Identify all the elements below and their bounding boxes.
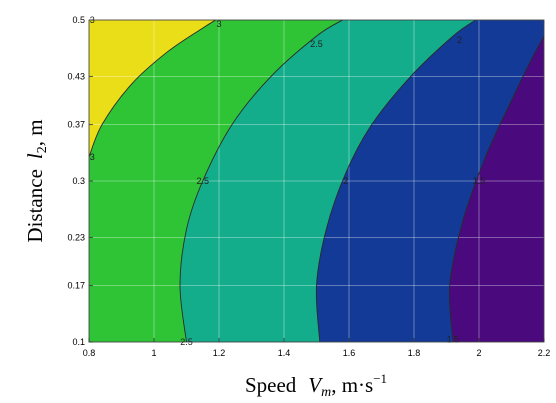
contour-label: 2 [343, 176, 348, 186]
y-tick-label: 0.37 [67, 120, 85, 130]
x-tick-label: 2 [476, 348, 481, 358]
contour-label: 1.5 [473, 176, 486, 186]
x-tick-label: 1.4 [278, 348, 291, 358]
y-tick-label: 0.23 [67, 232, 85, 242]
contour-label: 2.5 [196, 176, 209, 186]
x-axis-title: Speed Vm, m·s−1 [245, 371, 387, 400]
x-tick-label: 2.2 [538, 348, 551, 358]
y-tick-label: 0.1 [72, 337, 85, 347]
x-tick-label: 1.6 [343, 348, 356, 358]
x-tick-label: 1.2 [213, 348, 226, 358]
contour-label: 3 [216, 19, 221, 29]
x-axis-ticks: 0.8 1 1.2 1.4 1.6 1.8 2 2.2 [83, 338, 551, 358]
region-2.5-3 [89, 20, 343, 342]
y-tick-label: 0.3 [72, 176, 85, 186]
y-tick-label: 0.5 [72, 15, 85, 25]
contour-line-1.5 [448, 35, 544, 342]
x-tick-label: 1 [151, 348, 156, 358]
y-tick-label: 0.17 [67, 281, 85, 291]
region-above-3 [89, 20, 216, 157]
contour-line-2 [315, 20, 476, 342]
contour-label: 2.5 [310, 39, 323, 49]
x-tick-label: 1.8 [408, 348, 421, 358]
contour-regions [89, 20, 544, 342]
contour-label: 3 [90, 152, 95, 162]
y-tick-label: 0.43 [67, 71, 85, 81]
y-axis-title: Distancel2, m [23, 119, 50, 242]
contour-label: 1.5 [447, 335, 460, 345]
contour-line-3 [89, 20, 216, 158]
x-tick-label: 0.8 [83, 348, 96, 358]
contour-label: 2 [457, 35, 462, 45]
contour-line-2.5 [179, 20, 343, 342]
y-axis-ticks: 0.1 0.17 0.23 0.3 0.37 0.43 0.5 [67, 15, 93, 347]
contour-lines [89, 20, 544, 342]
